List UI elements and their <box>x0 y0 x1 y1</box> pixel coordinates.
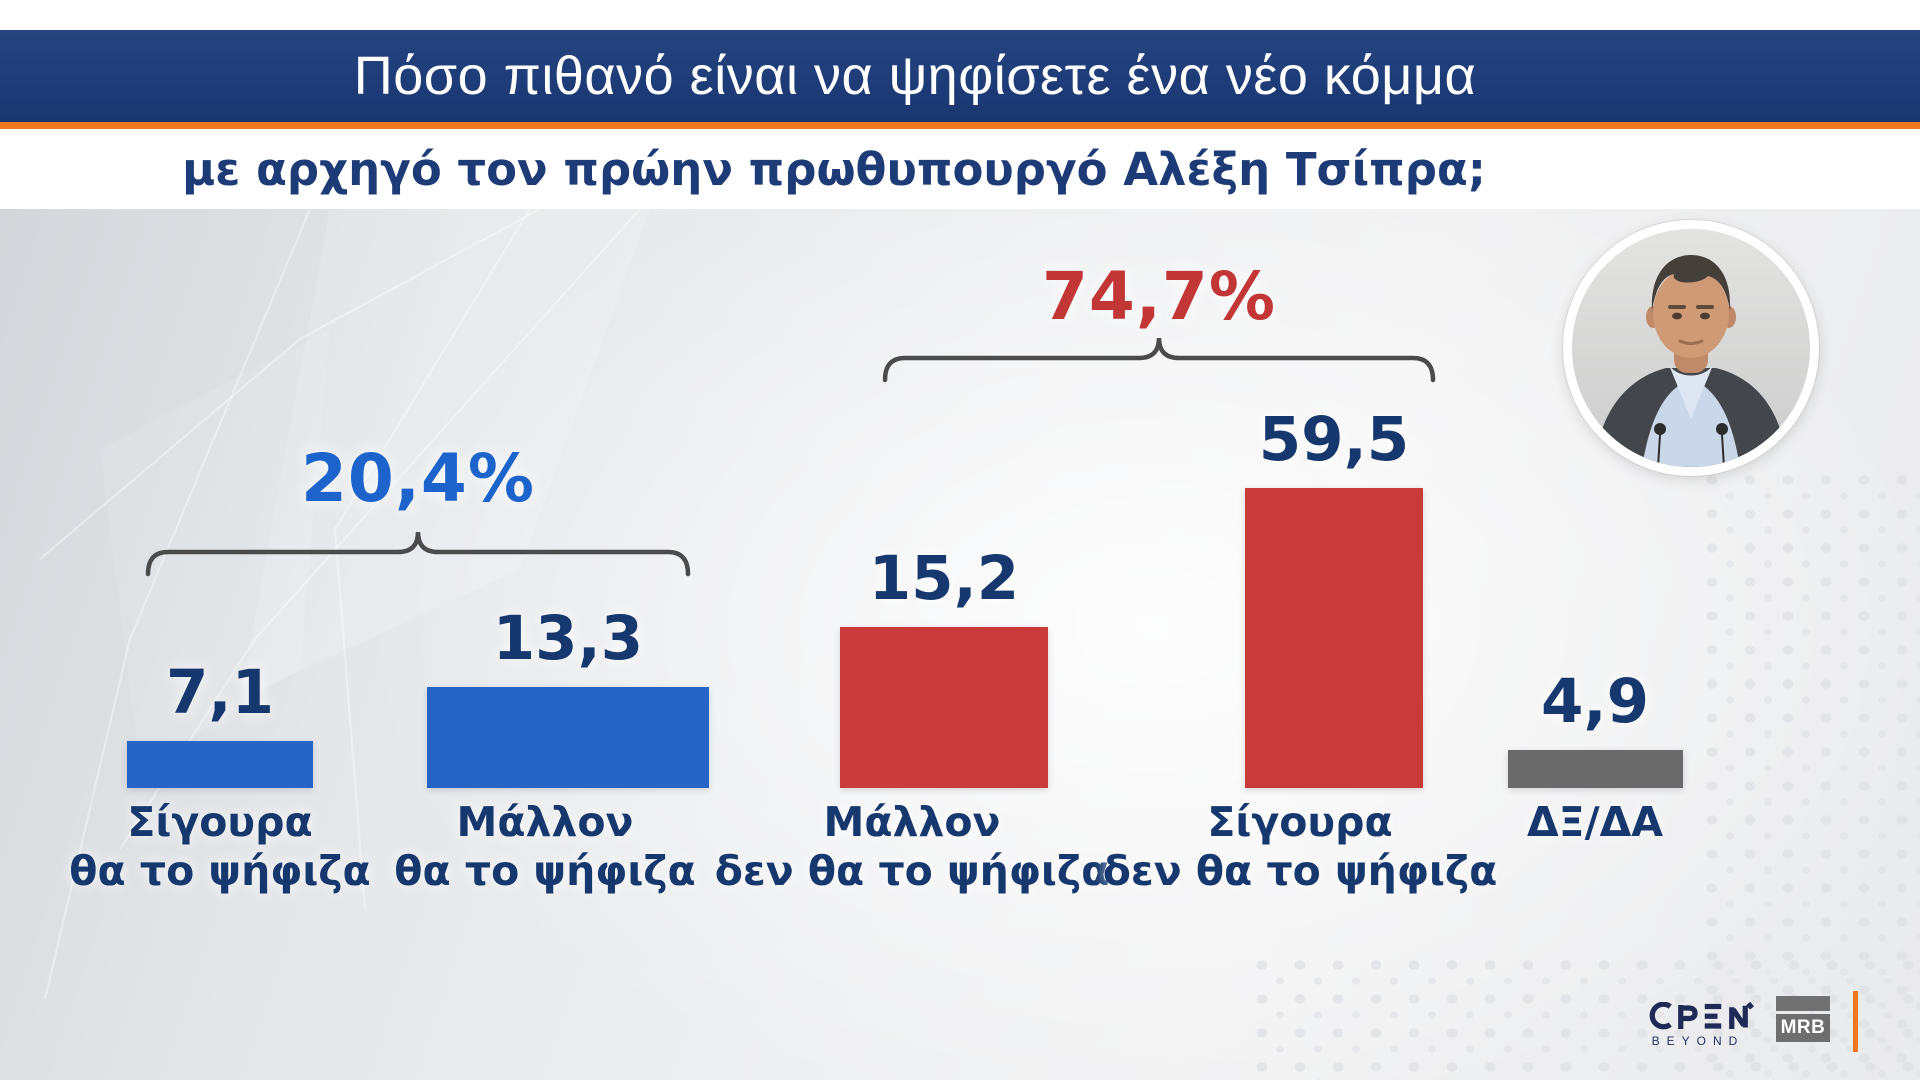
bar <box>427 687 709 788</box>
bar-category-label: ΔΞ/ΔΑ <box>1365 798 1825 847</box>
bar-value: 4,9 <box>1540 666 1650 737</box>
bar-value: 59,5 <box>1258 404 1410 475</box>
group-bracket <box>882 337 1436 383</box>
bar-label-line: δεν θα το ψήφιζα <box>1102 847 1498 895</box>
mrb-logo-bar <box>1776 996 1830 1011</box>
bar-value: 13,3 <box>492 603 644 674</box>
page-title: Πόσο πιθανό είναι να ψηφίσετε ένα νέο κό… <box>353 46 1477 106</box>
bar <box>1245 488 1423 788</box>
group-bracket <box>145 531 691 577</box>
mrb-logo: MRB <box>1776 996 1830 1042</box>
bar-category-label: Μάλλον θα το ψήφιζα <box>315 798 775 896</box>
bar-label-line: Σίγουρα <box>127 798 313 846</box>
bar-label-line: Μάλλον <box>823 798 1001 846</box>
bar-value: 7,1 <box>165 657 275 728</box>
bar <box>840 627 1048 788</box>
bar-label-line: Σίγουρα <box>1207 798 1393 846</box>
bar <box>1507 750 1683 788</box>
bar-category-label: Σίγουρα δεν θα το ψήφιζα <box>1070 798 1530 896</box>
orange-divider-line <box>1853 991 1858 1052</box>
mrb-logo-text: MRB <box>1776 1014 1830 1042</box>
page-subtitle: με αρχηγό τον πρώην πρωθυπουργό Αλέξη Τσ… <box>182 142 1486 196</box>
portrait-illustration <box>1572 229 1810 467</box>
bar-label-line: δεν θα το ψήφιζα <box>714 847 1110 895</box>
group-percentage: 74,7% <box>1042 258 1276 335</box>
bar-label-line: θα το ψήφιζα <box>69 847 371 895</box>
bar-category-label: Σίγουρα θα το ψήφιζα <box>0 798 450 896</box>
bar-value: 15,2 <box>868 543 1020 614</box>
bar-category-label: Μάλλον δεν θα το ψήφιζα <box>682 798 1142 896</box>
title-banner: Πόσο πιθανό είναι να ψηφίσετε ένα νέο κό… <box>0 30 1920 122</box>
subtitle-band: με αρχηγό τον πρώην πρωθυπουργό Αλέξη Τσ… <box>0 129 1920 209</box>
bar-label-line: θα το ψήφιζα <box>394 847 696 895</box>
orange-divider <box>0 122 1920 129</box>
bar-label-line: ΔΞ/ΔΑ <box>1526 798 1664 846</box>
person-photo <box>1563 220 1819 476</box>
group-percentage: 20,4% <box>301 440 535 517</box>
open-logo: BEYOND <box>1638 1002 1758 1048</box>
bar-label-line: Μάλλον <box>456 798 634 846</box>
beyond-label: BEYOND <box>1651 1034 1745 1048</box>
open-wordmark <box>1649 1002 1755 1030</box>
bar <box>127 741 313 788</box>
top-margin <box>0 0 1920 30</box>
